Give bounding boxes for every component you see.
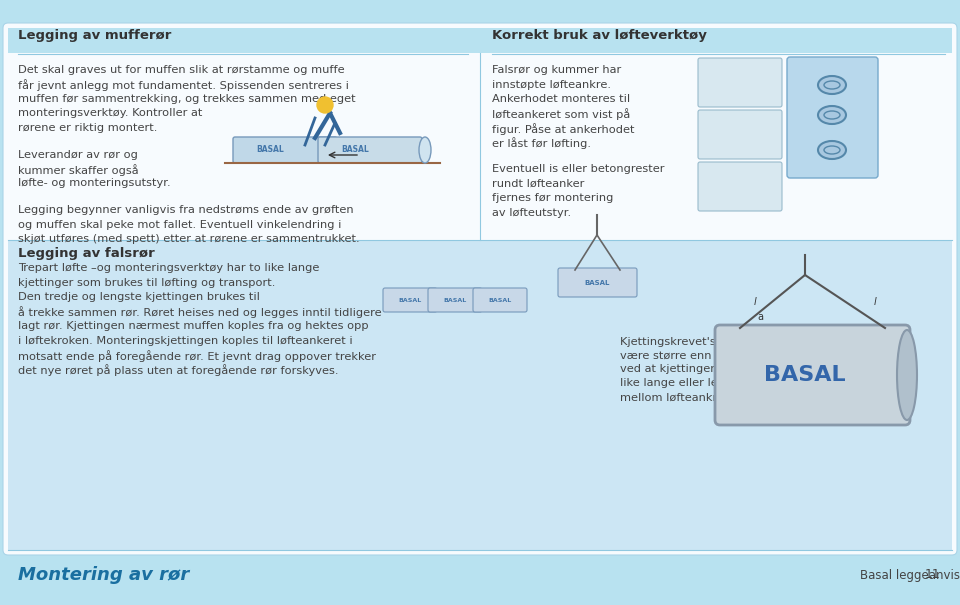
Text: være større enn 60°. Dette oppnås: være større enn 60°. Dette oppnås — [620, 350, 820, 361]
Ellipse shape — [419, 137, 431, 163]
Text: muffen før sammentrekking, og trekkes sammen med eget: muffen før sammentrekking, og trekkes sa… — [18, 94, 355, 104]
Text: Legging begynner vanligvis fra nedstrøms ende av grøften: Legging begynner vanligvis fra nedstrøms… — [18, 205, 353, 215]
Ellipse shape — [818, 106, 846, 124]
Text: motsatt ende på foregående rør. Et jevnt drag oppover trekker: motsatt ende på foregående rør. Et jevnt… — [18, 350, 376, 362]
Text: får jevnt anlegg mot fundamentet. Spissenden sentreres i: får jevnt anlegg mot fundamentet. Spisse… — [18, 79, 348, 91]
FancyBboxPatch shape — [4, 28, 956, 234]
Text: løfteankeret som vist på: løfteankeret som vist på — [492, 108, 631, 120]
Text: det nye røret på plass uten at foregående rør forskyves.: det nye røret på plass uten at foregåend… — [18, 364, 339, 376]
Text: 11: 11 — [924, 569, 940, 581]
Text: Eventuell is eller betongrester: Eventuell is eller betongrester — [492, 164, 664, 174]
Text: BASAL: BASAL — [398, 298, 421, 302]
Text: a: a — [757, 312, 763, 322]
Text: Det skal graves ut for muffen slik at rørstamme og muffe: Det skal graves ut for muffen slik at rø… — [18, 65, 345, 75]
Text: Den tredje og lengste kjettingen brukes til: Den tredje og lengste kjettingen brukes … — [18, 292, 260, 302]
Text: er låst før løfting.: er låst før løfting. — [492, 137, 591, 149]
Text: rørene er riktig montert.: rørene er riktig montert. — [18, 123, 157, 133]
Circle shape — [317, 97, 333, 113]
Text: l: l — [754, 297, 756, 307]
FancyBboxPatch shape — [318, 137, 422, 163]
Text: BASAL: BASAL — [585, 280, 610, 286]
FancyBboxPatch shape — [473, 288, 527, 312]
Text: Leverandør av rør og: Leverandør av rør og — [18, 149, 138, 160]
Text: like lange eller lengre enn avstanden: like lange eller lengre enn avstanden — [620, 379, 832, 388]
Text: kjettinger som brukes til løfting og transport.: kjettinger som brukes til løfting og tra… — [18, 278, 276, 287]
FancyBboxPatch shape — [698, 58, 782, 107]
FancyBboxPatch shape — [4, 224, 956, 554]
Text: Falsrør og kummer har: Falsrør og kummer har — [492, 65, 621, 75]
Text: i løftekroken. Monteringskjettingen koples til løfteankeret i: i løftekroken. Monteringskjettingen kopl… — [18, 336, 352, 345]
Text: Kjettingskrevet's toppvinkel må ikke: Kjettingskrevet's toppvinkel må ikke — [620, 335, 828, 347]
Text: l: l — [874, 297, 876, 307]
Text: monteringsverktøy. Kontroller at: monteringsverktøy. Kontroller at — [18, 108, 203, 119]
FancyBboxPatch shape — [233, 137, 337, 163]
Text: Legging av falsrør: Legging av falsrør — [18, 247, 155, 260]
Ellipse shape — [818, 141, 846, 159]
Ellipse shape — [818, 76, 846, 94]
Text: BASAL: BASAL — [256, 145, 284, 154]
FancyBboxPatch shape — [788, 58, 872, 107]
FancyBboxPatch shape — [383, 288, 437, 312]
Text: BASAL: BASAL — [341, 145, 369, 154]
FancyBboxPatch shape — [428, 288, 482, 312]
FancyBboxPatch shape — [715, 325, 910, 425]
FancyBboxPatch shape — [3, 23, 957, 555]
Text: Montering av rør: Montering av rør — [18, 566, 189, 584]
Text: BASAL: BASAL — [444, 298, 467, 302]
Bar — [8, 240, 952, 550]
Text: og muffen skal peke mot fallet. Eventuell vinkelendring i: og muffen skal peke mot fallet. Eventuel… — [18, 220, 342, 229]
Text: mellom løfteankrene ( l > a ).: mellom løfteankrene ( l > a ). — [620, 393, 788, 403]
Text: Ankerhodet monteres til: Ankerhodet monteres til — [492, 94, 630, 104]
Text: Korrekt bruk av løfteverktøy: Korrekt bruk av løfteverktøy — [492, 28, 707, 42]
Text: kummer skaffer også: kummer skaffer også — [18, 164, 138, 176]
Bar — [8, 28, 952, 53]
Text: ved at kjettingene i kjettingskrevet er: ved at kjettingene i kjettingskrevet er — [620, 364, 836, 374]
Text: BASAL: BASAL — [764, 365, 846, 385]
Text: Trepart løfte –og monteringsverktøy har to like lange: Trepart løfte –og monteringsverktøy har … — [18, 263, 320, 273]
Text: Legging av mufferør: Legging av mufferør — [18, 28, 172, 42]
Text: lagt rør. Kjettingen nærmest muffen koples fra og hektes opp: lagt rør. Kjettingen nærmest muffen kopl… — [18, 321, 369, 331]
Text: rundt løfteanker: rundt løfteanker — [492, 178, 585, 189]
Ellipse shape — [897, 330, 917, 420]
FancyBboxPatch shape — [558, 268, 637, 297]
Text: fjernes før montering: fjernes før montering — [492, 193, 613, 203]
FancyBboxPatch shape — [787, 57, 878, 178]
Text: innstøpte løfteankre.: innstøpte løfteankre. — [492, 79, 611, 90]
Text: løfte- og monteringsutstyr.: løfte- og monteringsutstyr. — [18, 178, 171, 189]
Text: figur. Påse at ankerhodet: figur. Påse at ankerhodet — [492, 123, 635, 135]
FancyBboxPatch shape — [698, 162, 782, 211]
Text: BASAL: BASAL — [489, 298, 512, 302]
Text: av løfteutstyr.: av løfteutstyr. — [492, 208, 571, 218]
FancyBboxPatch shape — [698, 110, 782, 159]
Text: å trekke sammen rør. Røret heises ned og legges inntil tidligere: å trekke sammen rør. Røret heises ned og… — [18, 307, 382, 318]
Text: skjøt utføres (med spett) etter at rørene er sammentrukket.: skjøt utføres (med spett) etter at røren… — [18, 234, 360, 244]
Text: Basal leggeanvisning 2013: Basal leggeanvisning 2013 — [860, 569, 960, 581]
